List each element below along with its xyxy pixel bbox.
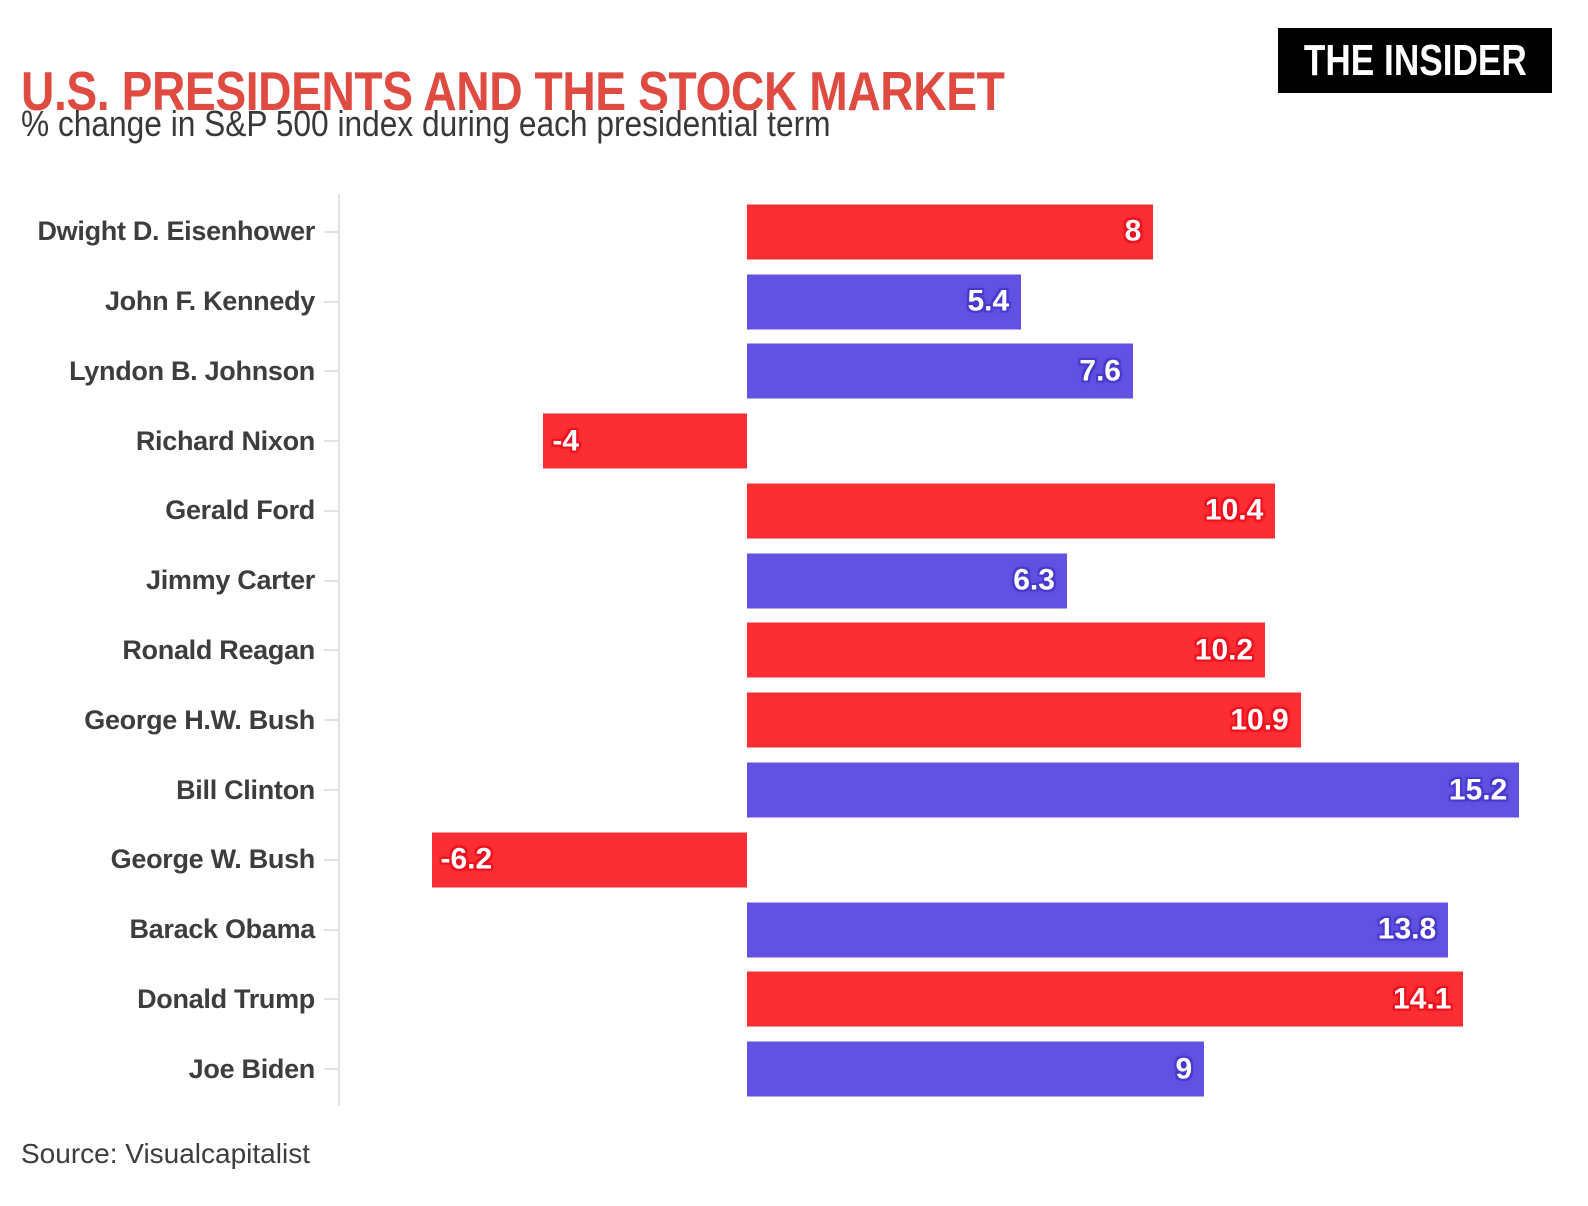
chart-row: Ronald Reagan 10.2 <box>0 616 1560 686</box>
chart-row: George W. Bush -6.2 <box>0 825 1560 895</box>
value-label: 10.9 <box>1230 703 1289 737</box>
plot-cell: 10.9 <box>340 685 1560 755</box>
chart-row: George H.W. Bush 10.9 <box>0 685 1560 755</box>
category-label: John F. Kennedy <box>104 286 315 317</box>
category-label: Joe Biden <box>188 1053 316 1084</box>
value-label: 5.4 <box>967 284 1010 318</box>
chart-row: Donald Trump 14.1 <box>0 964 1560 1034</box>
chart-rows: Dwight D. Eisenhower 8 John F. Kennedy 5.4 L… <box>0 197 1560 1104</box>
axis-tick-mark <box>324 370 338 373</box>
chart-row: Bill Clinton 15.2 <box>0 755 1560 825</box>
y-axis-line <box>338 194 340 1106</box>
value-bar: 10.4 <box>746 483 1276 539</box>
plot-cell: 13.8 <box>340 895 1560 965</box>
value-label: 8 <box>1124 214 1142 248</box>
axis-tick-mark <box>324 789 338 791</box>
source-credit: Source: Visualcapitalist <box>21 1138 310 1169</box>
chart-row: Joe Biden 9 <box>0 1034 1560 1104</box>
axis-tick-mark <box>324 300 338 303</box>
plot-cell: 7.6 <box>340 337 1560 407</box>
page-title: U.S. PRESIDENTS AND THE STOCK MARKET <box>21 59 1005 122</box>
plot-cell: 10.2 <box>340 616 1560 686</box>
value-label: 7.6 <box>1079 354 1121 388</box>
chart-row: John F. Kennedy 5.4 <box>0 267 1560 337</box>
value-bar: 10.2 <box>746 622 1266 678</box>
value-bar: 9 <box>746 1041 1205 1097</box>
category-label: Lyndon B. Johnson <box>69 355 315 386</box>
category-label: Donald Trump <box>137 983 315 1014</box>
chart-row: Lyndon B. Johnson 7.6 <box>0 337 1560 407</box>
category-label: George W. Bush <box>110 844 316 875</box>
plot-cell: 5.4 <box>340 267 1560 337</box>
value-label: -6.2 <box>440 842 493 876</box>
value-bar: -4 <box>543 413 747 469</box>
publisher-logo: THE INSIDER <box>1278 28 1552 93</box>
value-bar: -6.2 <box>431 832 747 888</box>
value-label: 9 <box>1175 1052 1193 1086</box>
value-label: 10.2 <box>1194 633 1254 667</box>
axis-tick-mark <box>324 440 338 443</box>
plot-cell: 14.1 <box>340 964 1560 1034</box>
category-label: Bill Clinton <box>176 774 315 805</box>
value-label: 15.2 <box>1448 773 1508 806</box>
axis-tick-mark <box>324 579 338 582</box>
value-bar: 8 <box>746 204 1154 260</box>
category-label: Dwight D. Eisenhower <box>37 216 315 247</box>
plot-cell: 15.2 <box>340 755 1560 825</box>
category-label: Richard Nixon <box>135 425 315 456</box>
chart-row: Dwight D. Eisenhower 8 <box>0 197 1560 267</box>
axis-tick-mark <box>324 928 338 931</box>
chart-row: Gerald Ford 10.4 <box>0 476 1560 546</box>
plot-cell: 10.4 <box>340 476 1560 546</box>
axis-tick-mark <box>324 719 338 722</box>
plot-cell: 9 <box>340 1034 1560 1104</box>
value-label: 10.4 <box>1204 493 1264 527</box>
value-label: -4 <box>552 424 580 458</box>
value-label: 6.3 <box>1013 563 1055 597</box>
chart-row: Richard Nixon -4 <box>0 406 1560 476</box>
category-label: Ronald Reagan <box>122 634 315 665</box>
publisher-logo-text: THE INSIDER <box>1303 35 1527 85</box>
category-label: Gerald Ford <box>165 495 315 526</box>
plot-cell: 8 <box>340 197 1560 267</box>
bar-chart: Dwight D. Eisenhower 8 John F. Kennedy 5.4 L… <box>0 194 1560 1106</box>
value-label: 13.8 <box>1377 912 1437 946</box>
value-label: 14.1 <box>1393 982 1452 1016</box>
category-label: George H.W. Bush <box>84 704 315 735</box>
axis-tick-mark <box>324 1068 338 1071</box>
plot-cell: 6.3 <box>340 546 1560 616</box>
plot-cell: -4 <box>340 406 1560 476</box>
value-bar: 10.9 <box>746 692 1301 748</box>
value-bar: 6.3 <box>746 553 1067 609</box>
chart-row: Barack Obama 13.8 <box>0 895 1560 965</box>
value-bar: 14.1 <box>746 971 1464 1027</box>
axis-tick-mark <box>324 649 338 652</box>
value-bar: 5.4 <box>746 274 1022 330</box>
axis-tick-mark <box>324 230 338 233</box>
chart-row: Jimmy Carter 6.3 <box>0 546 1560 616</box>
axis-tick-mark <box>324 998 338 1001</box>
value-bar: 13.8 <box>746 902 1449 958</box>
plot-cell: -6.2 <box>340 825 1560 895</box>
axis-tick-mark <box>324 509 338 512</box>
value-bar: 7.6 <box>746 343 1133 399</box>
value-bar: 15.2 <box>746 762 1520 818</box>
axis-tick-mark <box>324 858 338 861</box>
page-subtitle: % change in S&P 500 index during each pr… <box>21 103 831 144</box>
category-label: Barack Obama <box>129 914 315 945</box>
category-label: Jimmy Carter <box>146 565 315 596</box>
